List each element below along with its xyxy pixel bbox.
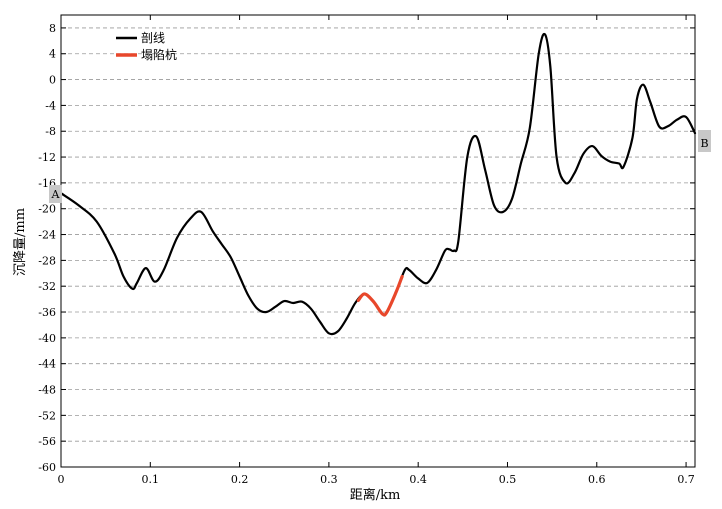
x-tick-label: 0.7 xyxy=(677,473,695,486)
y-tick-label: -40 xyxy=(38,332,56,345)
y-tick-label: -36 xyxy=(38,306,56,319)
grid xyxy=(61,27,695,442)
series-group xyxy=(59,32,697,336)
y-tick-label: 8 xyxy=(49,22,56,35)
legend-label-collapse: 塌陷杭 xyxy=(141,47,177,62)
x-axis: 0 0.1 0.2 0.3 0.4 0.5 0.6 0.7 xyxy=(58,15,695,486)
y-tick-label: -60 xyxy=(38,461,56,474)
y-tick-label: -28 xyxy=(38,254,56,267)
y-tick-label: 0 xyxy=(49,74,56,87)
y-tick-label: -24 xyxy=(38,229,56,242)
legend-label-profile: 剖线 xyxy=(141,31,165,45)
series-collapse-line xyxy=(356,274,404,317)
series-profile-line xyxy=(59,32,697,336)
endpoint-b-marker: B xyxy=(698,130,711,152)
legend: 剖线 塌陷杭 xyxy=(116,31,177,62)
y-axis-title: 沉降量/mm xyxy=(13,208,28,276)
y-tick-label: -32 xyxy=(38,280,56,293)
y-tick-label: -4 xyxy=(45,99,56,112)
y-tick-label: -44 xyxy=(38,358,56,371)
x-tick-label: 0 xyxy=(58,473,65,486)
y-tick-label: -56 xyxy=(38,435,56,448)
x-tick-label: 0.2 xyxy=(231,473,249,486)
y-tick-label: 4 xyxy=(49,48,56,61)
x-tick-label: 0.6 xyxy=(588,473,606,486)
x-axis-title: 距离/km xyxy=(350,487,401,503)
y-tick-label: -12 xyxy=(38,151,56,164)
x-tick-label: 0.3 xyxy=(320,473,338,486)
y-tick-label: -52 xyxy=(38,409,56,422)
y-tick-label: -48 xyxy=(38,384,56,397)
endpoint-b-label: B xyxy=(700,137,708,150)
endpoint-b-box xyxy=(698,130,711,152)
y-tick-label: -8 xyxy=(45,125,56,138)
x-tick-label: 0.5 xyxy=(499,473,517,486)
endpoint-a-box xyxy=(49,185,62,203)
y-axis: 840-4-8-12-16-20-24-28-32-36-40-44-48-52… xyxy=(38,22,695,474)
y-tick-label: -20 xyxy=(38,203,56,216)
x-tick-label: 0.1 xyxy=(142,473,160,486)
endpoint-a-marker: A xyxy=(49,185,62,203)
plot-frame xyxy=(60,14,696,468)
endpoint-a-label: A xyxy=(51,188,61,201)
x-tick-label: 0.4 xyxy=(409,473,427,486)
